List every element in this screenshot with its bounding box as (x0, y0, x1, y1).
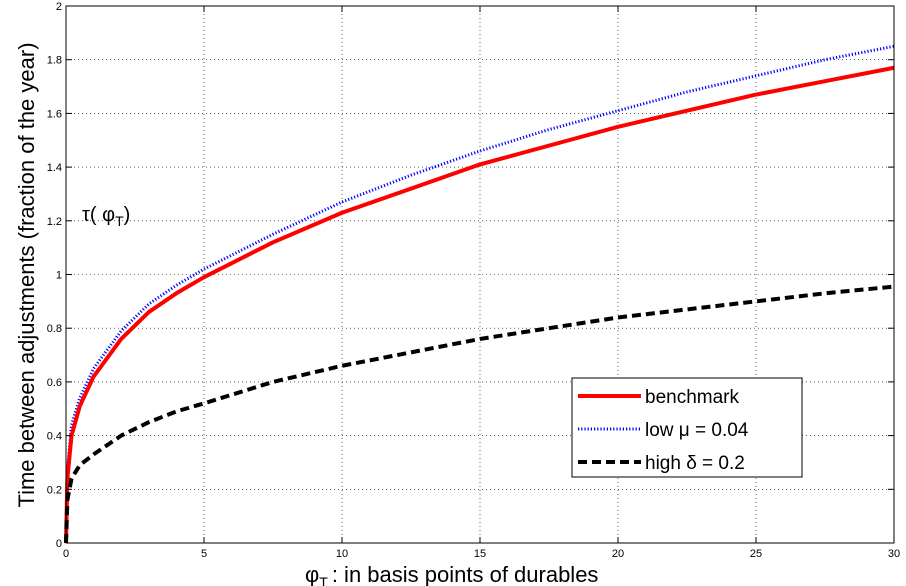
y-tick-label: 0 (56, 538, 62, 550)
y-tick-label: 1 (56, 270, 62, 282)
x-axis-label-subscript: T (319, 574, 328, 586)
y-tick-label: 0.2 (47, 484, 62, 496)
series-line-0 (64, 65, 895, 544)
y-tick-label: 1.4 (47, 162, 62, 174)
y-tick-label: 1.2 (47, 216, 62, 228)
tau-annotation-subscript: T (115, 213, 124, 229)
x-tick-label: 20 (612, 548, 624, 560)
legend-label-benchmark: benchmark (645, 387, 739, 408)
tau-annotation-text: τ( φ (82, 204, 115, 226)
x-tick-label: 25 (750, 548, 762, 560)
ticks: 0 5 10 15 20 25 30 0 0.2 0.4 0.6 0.8 1 1.2 1.4 1.6 1.8 2 (47, 1, 900, 560)
y-axis-label: Time between adjustments (fraction of th… (14, 42, 39, 507)
x-tick-label: 0 (63, 548, 69, 560)
y-tick-label: 0.8 (47, 323, 62, 335)
legend-label-high-delta: high δ = 0.2 (645, 453, 745, 474)
x-axis-label-text: : in basis points of durables (332, 562, 599, 586)
legend-label-low-mu: low μ = 0.04 (645, 420, 749, 441)
series-layer (64, 44, 895, 544)
x-tick-label: 30 (888, 548, 900, 560)
y-tick-label: 1.6 (47, 108, 62, 120)
grid (66, 6, 894, 543)
y-tick-label: 0.4 (47, 431, 62, 443)
x-tick-label: 5 (201, 548, 207, 560)
x-tick-label: 15 (474, 548, 486, 560)
tau-annotation: τ( φT) (82, 204, 130, 229)
x-axis-label: φT : in basis points of durables (305, 562, 598, 586)
y-tick-label: 1.8 (47, 55, 62, 67)
x-tick-label: 10 (336, 548, 348, 560)
y-tick-label: 2 (56, 1, 62, 13)
series-line-1 (64, 44, 895, 544)
legend: benchmark low μ = 0.04 high δ = 0.2 (571, 377, 803, 478)
tau-annotation-close: ) (124, 204, 131, 226)
x-axis-label-symbol: φ (305, 562, 319, 586)
y-tick-label: 0.6 (47, 377, 62, 389)
